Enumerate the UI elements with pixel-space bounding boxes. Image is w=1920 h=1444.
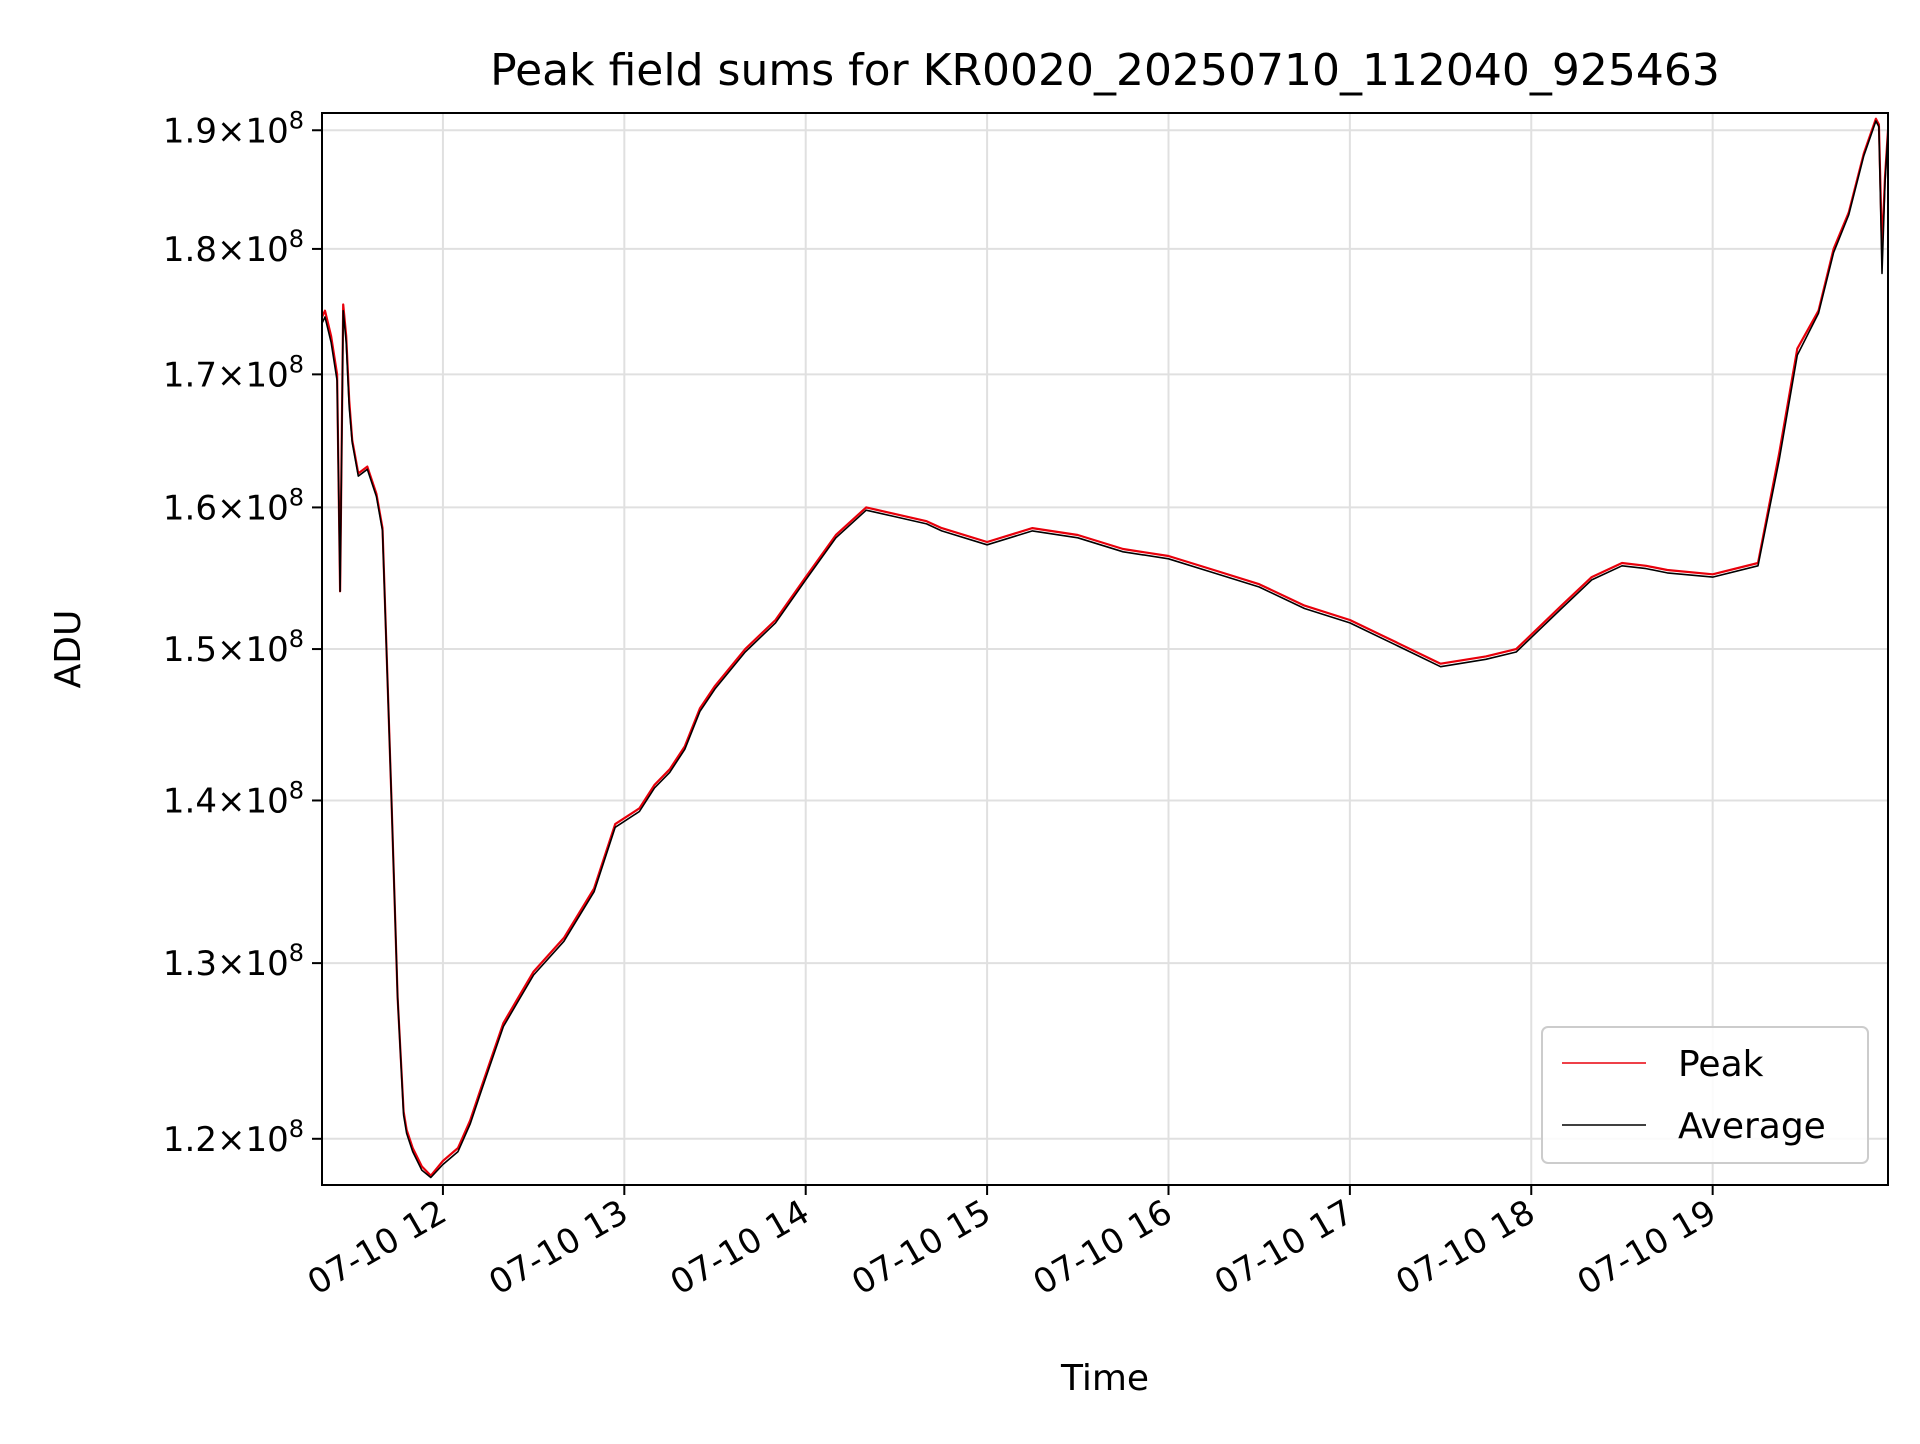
y-tick-times: × [217,630,246,670]
y-tick-times: × [217,230,246,270]
y-tick-base: 10 [245,944,288,984]
y-tick-exponent: 8 [289,625,304,653]
y-tick-times: × [217,781,246,821]
y-tick-label: 1.4×108 [163,776,304,821]
y-tick-mantissa: 1.8 [163,230,217,270]
x-tick-label: 07-10 16 [1027,1192,1179,1303]
y-axis: 1.2×1081.3×1081.4×1081.5×1081.6×1081.7×1… [163,106,322,1160]
y-tick-base: 10 [245,1120,288,1160]
y-tick-exponent: 8 [289,1115,304,1143]
grid [322,113,1888,1185]
y-tick-label: 1.3×108 [163,939,304,984]
y-tick-times: × [217,488,246,528]
y-tick-exponent: 8 [289,350,304,378]
y-tick-exponent: 8 [289,483,304,511]
x-tick-label: 07-10 19 [1571,1192,1723,1303]
x-axis: 07-10 12 07-10 13 07-10 14 07-10 15 07-10 16… [301,1185,1723,1303]
series-line-average [321,120,1889,1179]
y-tick-exponent: 8 [289,225,304,253]
x-axis-title: Time [1060,1358,1149,1399]
x-tick-label: 07-10 18 [1389,1192,1541,1303]
chart-title: Peak field sums for KR0020_20250710_1120… [490,45,1720,96]
legend-box [1541,1026,1869,1164]
y-tick-label: 1.9×108 [163,106,304,151]
y-tick-label: 1.7×108 [163,350,304,395]
x-tick-label: 07-10 12 [301,1192,453,1303]
y-tick-mantissa: 1.4 [163,781,217,821]
y-tick-base: 10 [245,230,288,270]
y-tick-label: 1.5×108 [163,625,304,670]
series-line-peak [321,117,1890,1177]
y-tick-base: 10 [245,630,288,670]
x-tick-label: 07-10 14 [664,1192,816,1303]
y-tick-times: × [217,355,246,395]
y-tick-base: 10 [245,355,288,395]
x-tick-label: 07-10 13 [482,1192,634,1303]
y-tick-mantissa: 1.9 [163,111,217,151]
x-tick-label: 07-10 15 [845,1192,997,1303]
legend-label-peak: Peak [1678,1044,1764,1085]
y-tick-mantissa: 1.5 [163,630,217,670]
y-tick-exponent: 8 [289,939,304,967]
y-tick-base: 10 [245,488,288,528]
y-axis-title: ADU [48,610,89,689]
y-tick-mantissa: 1.7 [163,355,217,395]
y-tick-exponent: 8 [289,106,304,134]
y-tick-times: × [217,111,246,151]
y-tick-times: × [217,944,246,984]
y-tick-mantissa: 1.6 [163,488,217,528]
y-tick-base: 10 [245,781,288,821]
y-tick-exponent: 8 [289,776,304,804]
y-tick-times: × [217,1120,246,1160]
legend: Peak Average [1541,1026,1869,1164]
x-tick-label: 07-10 17 [1208,1192,1360,1303]
y-tick-base: 10 [245,111,288,151]
y-tick-label: 1.8×108 [163,225,304,270]
y-tick-label: 1.6×108 [163,483,304,528]
y-tick-label: 1.2×108 [163,1115,304,1160]
y-tick-mantissa: 1.3 [163,944,217,984]
y-tick-mantissa: 1.2 [163,1120,217,1160]
series-lines [321,117,1890,1179]
legend-label-average: Average [1678,1106,1826,1147]
